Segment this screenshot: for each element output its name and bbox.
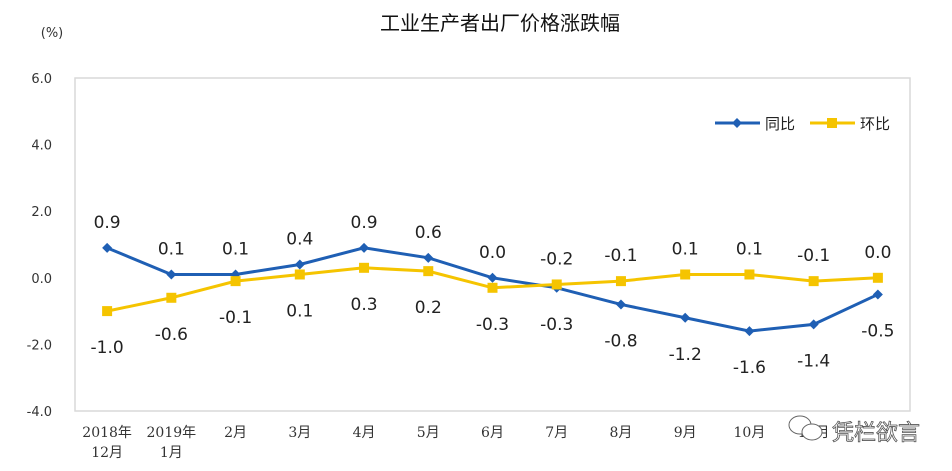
data-label: 0.1: [736, 239, 763, 259]
data-point: [423, 266, 434, 277]
data-label: -0.6: [155, 325, 188, 345]
y-tick-label: 2.0: [31, 205, 52, 220]
data-label: 0.1: [158, 239, 185, 259]
data-label: 0.1: [286, 301, 313, 321]
data-label: -0.8: [604, 331, 637, 351]
data-label: 0.3: [351, 295, 378, 315]
legend-label: 同比: [765, 115, 795, 133]
y-axis-unit: (%): [41, 26, 64, 41]
legend-label: 环比: [860, 115, 890, 133]
data-label: -0.5: [861, 321, 894, 341]
x-tick-label: 10月: [734, 425, 766, 441]
data-point: [872, 272, 883, 283]
data-point: [615, 299, 626, 310]
x-tick-label: 12月: [91, 445, 123, 461]
data-label: 0.9: [94, 213, 121, 233]
x-tick-label: 4月: [353, 425, 376, 441]
data-point: [808, 319, 819, 330]
data-label: -1.6: [733, 358, 766, 378]
data-point: [102, 242, 113, 253]
chart-title: 工业生产者出厂价格涨跌幅: [380, 11, 620, 35]
x-tick-label: 5月: [417, 425, 440, 441]
x-tick-label: 9月: [674, 425, 697, 441]
watermark: 凭栏欲言: [788, 415, 920, 446]
x-tick-label: 2018年: [82, 425, 132, 441]
legend-marker: [732, 118, 742, 128]
data-point: [359, 242, 370, 253]
data-label: -1.2: [669, 345, 702, 365]
data-point: [230, 276, 241, 287]
data-point: [872, 289, 883, 300]
y-tick-label: -4.0: [27, 405, 52, 420]
data-point: [744, 269, 755, 280]
data-point: [744, 326, 755, 337]
x-tick-label: 2019年: [147, 425, 197, 441]
y-tick-label: 4.0: [31, 139, 52, 154]
data-label: 0.1: [672, 239, 699, 259]
data-point: [487, 272, 498, 283]
data-point: [423, 252, 434, 263]
data-point: [166, 292, 177, 303]
data-point: [166, 269, 177, 280]
y-tick-label: 0.0: [31, 272, 52, 287]
data-point: [551, 279, 562, 290]
y-tick-label: 6.0: [31, 72, 52, 87]
data-point: [487, 282, 498, 293]
data-point: [808, 276, 819, 287]
data-point: [294, 269, 305, 280]
x-tick-label: 7月: [545, 425, 568, 441]
x-tick-label: 2月: [224, 425, 247, 441]
data-label: -1.4: [797, 351, 830, 371]
data-point: [615, 276, 626, 287]
data-label: 0.6: [415, 223, 442, 243]
data-point: [102, 306, 113, 317]
data-label: -0.1: [797, 246, 830, 266]
data-label: 0.0: [479, 243, 506, 263]
y-tick-label: -2.0: [27, 338, 52, 353]
data-label: 0.0: [864, 243, 891, 263]
data-label: 0.9: [351, 213, 378, 233]
x-tick-label: 1月: [160, 445, 183, 461]
data-label: 0.1: [222, 239, 249, 259]
x-tick-label: 3月: [288, 425, 311, 441]
watermark-text: 凭栏欲言: [832, 421, 920, 446]
plot-area: [74, 77, 911, 412]
x-tick-label: 8月: [610, 425, 633, 441]
data-point: [359, 262, 370, 273]
data-label: -0.3: [540, 315, 573, 335]
legend-marker: [827, 118, 837, 128]
data-label: -0.1: [604, 246, 637, 266]
wechat-logo-icon: [788, 415, 823, 441]
data-point: [294, 259, 305, 270]
data-point: [680, 269, 691, 280]
data-label: -0.2: [540, 249, 573, 269]
data-label: -0.3: [476, 315, 509, 335]
data-label: -0.1: [219, 308, 252, 328]
data-label: 0.4: [286, 229, 313, 249]
data-point: [680, 312, 691, 323]
x-tick-label: 6月: [481, 425, 504, 441]
data-label: -1.0: [91, 338, 124, 358]
data-label: 0.2: [415, 298, 442, 318]
